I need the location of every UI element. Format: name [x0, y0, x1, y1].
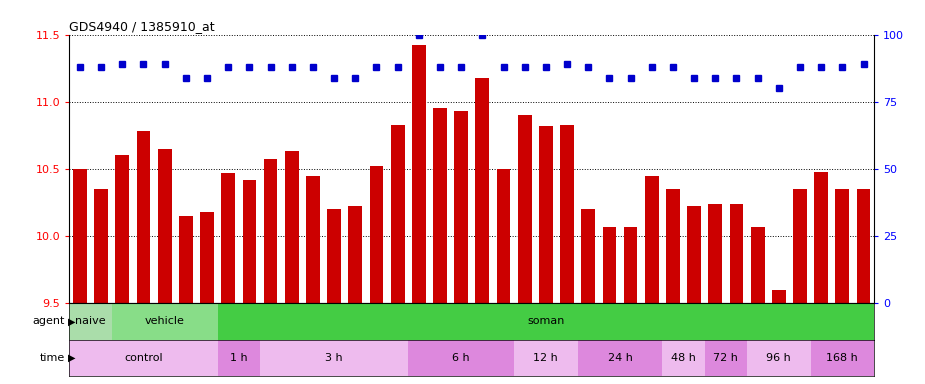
Bar — [577, 340, 662, 376]
Text: control: control — [124, 353, 163, 363]
Bar — [349, 207, 363, 303]
Text: 48 h: 48 h — [672, 353, 696, 363]
Bar — [217, 303, 874, 340]
Bar — [810, 340, 874, 376]
Bar — [835, 189, 849, 303]
Bar — [370, 166, 383, 303]
Bar — [217, 340, 260, 376]
Text: ▶: ▶ — [68, 353, 76, 363]
Bar — [112, 303, 217, 340]
Bar — [179, 216, 192, 303]
Bar — [94, 189, 108, 303]
Text: vehicle: vehicle — [144, 316, 185, 326]
Bar — [412, 45, 426, 303]
Bar — [709, 204, 722, 303]
Bar — [539, 126, 553, 303]
Bar — [475, 78, 489, 303]
Text: 96 h: 96 h — [767, 353, 791, 363]
Bar — [285, 151, 299, 303]
Text: 24 h: 24 h — [608, 353, 633, 363]
Bar — [751, 227, 765, 303]
Text: 12 h: 12 h — [534, 353, 559, 363]
Bar — [390, 124, 404, 303]
Bar — [581, 209, 595, 303]
Bar — [408, 340, 514, 376]
Bar — [514, 340, 577, 376]
Text: time: time — [40, 353, 65, 363]
Bar — [264, 159, 278, 303]
Bar — [73, 169, 87, 303]
Bar — [645, 175, 659, 303]
Bar — [814, 172, 828, 303]
Bar — [242, 180, 256, 303]
Bar — [747, 340, 810, 376]
Text: naive: naive — [75, 316, 105, 326]
Text: 3 h: 3 h — [326, 353, 343, 363]
Bar — [158, 149, 171, 303]
Bar — [69, 303, 112, 340]
Bar — [497, 169, 511, 303]
Bar — [69, 340, 217, 376]
Text: 6 h: 6 h — [452, 353, 470, 363]
Bar — [433, 108, 447, 303]
Bar — [260, 340, 408, 376]
Bar — [772, 290, 785, 303]
Bar — [200, 212, 214, 303]
Bar — [705, 340, 747, 376]
Bar — [561, 124, 574, 303]
Bar — [623, 227, 637, 303]
Bar — [662, 340, 705, 376]
Bar — [116, 156, 130, 303]
Bar — [454, 111, 468, 303]
Bar — [518, 115, 532, 303]
Bar — [730, 204, 744, 303]
Text: 168 h: 168 h — [826, 353, 858, 363]
Text: soman: soman — [527, 316, 564, 326]
Bar — [306, 175, 320, 303]
Bar — [687, 207, 701, 303]
Text: agent: agent — [32, 316, 65, 326]
Bar — [857, 189, 870, 303]
Bar — [221, 173, 235, 303]
Text: GDS4940 / 1385910_at: GDS4940 / 1385910_at — [69, 20, 215, 33]
Bar — [137, 131, 151, 303]
Bar — [327, 209, 341, 303]
Bar — [666, 189, 680, 303]
Text: 1 h: 1 h — [230, 353, 248, 363]
Text: 72 h: 72 h — [713, 353, 738, 363]
Bar — [602, 227, 616, 303]
Text: ▶: ▶ — [68, 316, 76, 326]
Bar — [793, 189, 807, 303]
